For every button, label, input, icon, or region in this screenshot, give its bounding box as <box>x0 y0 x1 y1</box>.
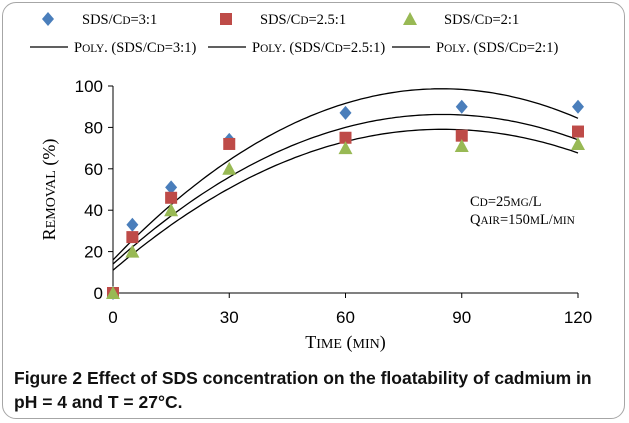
legend-trend-label-2: POLY. (SDS/CD=2.5:1) <box>252 40 385 56</box>
legend: SDS/CD=3:1 SDS/CD=2.5:1 SDS/CD=2:1 POLY. (S… <box>30 12 558 56</box>
x-axis-title: TIME (MIN) <box>305 332 386 353</box>
legend-label-3: SDS/CD=2:1 <box>444 12 519 28</box>
x-tick-label: 120 <box>564 308 592 327</box>
caption-text: Effect of SDS concentration on the float… <box>14 368 592 412</box>
legend-label-2: SDS/CD=2.5:1 <box>260 12 346 28</box>
figure-frame <box>2 2 625 419</box>
y-tick-label: 80 <box>84 118 103 137</box>
figure-caption: Figure 2 Effect of SDS concentration on … <box>14 366 614 414</box>
chart: SDS/CD=3:1 SDS/CD=2.5:1 SDS/CD=2:1 POLY. (S… <box>30 12 592 353</box>
x-tick-label: 60 <box>336 308 355 327</box>
legend-marker-1 <box>42 12 54 26</box>
data-point-s2 <box>572 125 584 138</box>
trendline-1 <box>112 88 579 261</box>
data-point-s2 <box>339 131 352 144</box>
annotation-2: QAIR=150ML/MIN <box>470 212 575 228</box>
data-point-s3 <box>454 139 469 153</box>
data-point-s1 <box>572 99 584 114</box>
y-tick-label: 0 <box>94 284 103 303</box>
y-tick-label: 60 <box>84 160 103 179</box>
data-point-s3 <box>164 203 179 217</box>
data-point-s1 <box>339 105 352 120</box>
data-point-s3 <box>222 161 237 175</box>
y-tick-label: 100 <box>75 77 103 96</box>
legend-trend-label-3: POLY. (SDS/CD=2:1) <box>436 40 558 56</box>
trendline-2 <box>112 113 579 265</box>
y-axis-title: REMOVAL (%) <box>39 139 60 241</box>
data-point-s1 <box>126 217 139 232</box>
data-point-s3 <box>338 141 353 155</box>
y-tick-label: 20 <box>84 243 103 262</box>
data-point-s3 <box>125 244 140 258</box>
x-tick-label: 0 <box>108 308 117 327</box>
legend-trend-label-1: POLY. (SDS/CD=3:1) <box>74 40 196 56</box>
data-point-s3 <box>571 136 585 150</box>
y-tick-label: 40 <box>84 201 103 220</box>
data-point-s2 <box>455 129 468 142</box>
legend-marker-2 <box>220 13 232 25</box>
axes: 0 20 40 60 80 100 0 30 60 90 120 TIME (MIN) REMOVAL … <box>39 77 592 353</box>
x-tick-label: 30 <box>220 308 239 327</box>
data-point-s1 <box>455 99 468 114</box>
annotations: CD=25MG/L QAIR=150ML/MIN <box>470 194 575 228</box>
data-point-s2 <box>126 231 139 244</box>
data-point-s1 <box>165 180 178 195</box>
data-points <box>106 99 585 300</box>
annotation-1: CD=25MG/L <box>470 194 542 210</box>
legend-label-1: SDS/CD=3:1 <box>82 12 157 28</box>
x-tick-label: 90 <box>452 308 471 327</box>
data-point-s2 <box>223 137 236 150</box>
data-point-s2 <box>165 191 178 204</box>
legend-marker-3 <box>403 12 417 25</box>
data-point-s3 <box>106 286 120 299</box>
figure-label: Figure 2 <box>14 368 83 388</box>
